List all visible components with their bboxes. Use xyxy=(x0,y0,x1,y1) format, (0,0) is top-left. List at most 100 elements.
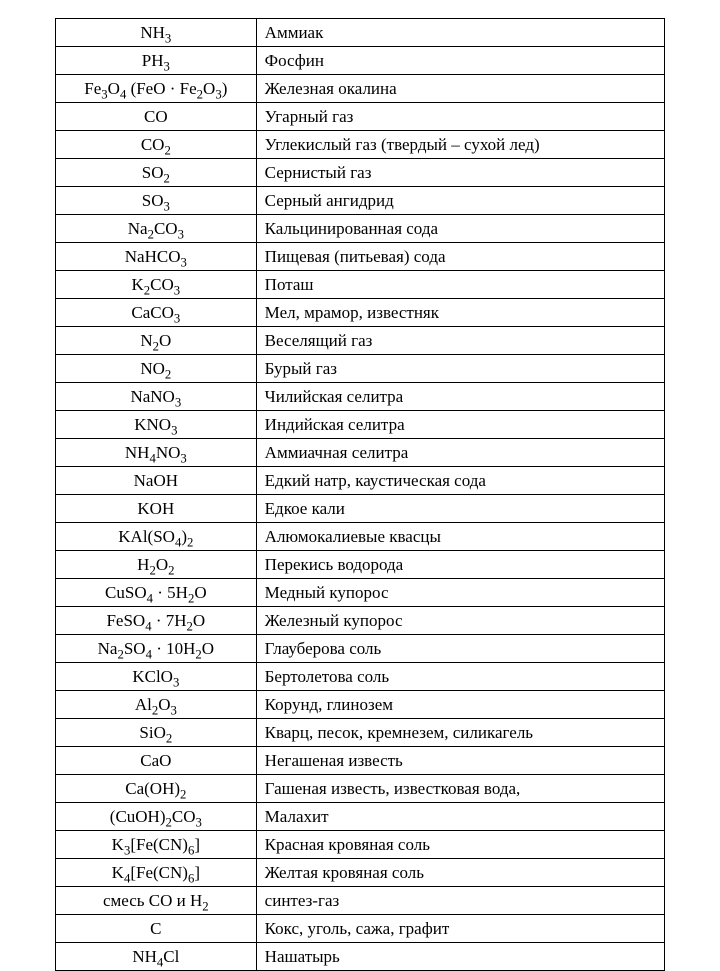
formula-cell: H2O2 xyxy=(56,551,257,579)
table-row: SO3Серный ангидрид xyxy=(56,187,665,215)
table-row: CaCO3Мел, мрамор, известняк xyxy=(56,299,665,327)
formula-cell: NH4NO3 xyxy=(56,439,257,467)
name-cell: Малахит xyxy=(256,803,664,831)
formula-cell: K3[Fe(CN)6] xyxy=(56,831,257,859)
formula-cell: NO2 xyxy=(56,355,257,383)
name-cell: Фосфин xyxy=(256,47,664,75)
name-cell: Корунд, глинозем xyxy=(256,691,664,719)
name-cell: Едкое кали xyxy=(256,495,664,523)
table-row: H2O2Перекись водорода xyxy=(56,551,665,579)
formula-cell: FeSO4 · 7H2O xyxy=(56,607,257,635)
name-cell: Поташ xyxy=(256,271,664,299)
formula-cell: Na2CO3 xyxy=(56,215,257,243)
formula-cell: KOH xyxy=(56,495,257,523)
formula-cell: NaHCO3 xyxy=(56,243,257,271)
formula-cell: SO2 xyxy=(56,159,257,187)
table-row: FeSO4 · 7H2OЖелезный купорос xyxy=(56,607,665,635)
formula-cell: CaCO3 xyxy=(56,299,257,327)
name-cell: Сернистый газ xyxy=(256,159,664,187)
name-cell: Глауберова соль xyxy=(256,635,664,663)
formula-cell: CaO xyxy=(56,747,257,775)
formula-cell: CO xyxy=(56,103,257,131)
formula-cell: SiO2 xyxy=(56,719,257,747)
name-cell: Железный купорос xyxy=(256,607,664,635)
name-cell: Перекись водорода xyxy=(256,551,664,579)
name-cell: Пищевая (питьевая) сода xyxy=(256,243,664,271)
chemical-names-table: NH3АммиакPH3ФосфинFe3O4 (FeO · Fe2O3)Жел… xyxy=(55,18,665,971)
table-row: NH4ClНашатырь xyxy=(56,943,665,971)
formula-cell: PH3 xyxy=(56,47,257,75)
formula-cell: K4[Fe(CN)6] xyxy=(56,859,257,887)
name-cell: Углекислый газ (твердый – сухой лед) xyxy=(256,131,664,159)
table-row: KClO3Бертолетова соль xyxy=(56,663,665,691)
table-row: NH4NO3Аммиачная селитра xyxy=(56,439,665,467)
table-row: KAl(SO4)2Алюмокалиевые квасцы xyxy=(56,523,665,551)
name-cell: Угарный газ xyxy=(256,103,664,131)
formula-cell: Al2O3 xyxy=(56,691,257,719)
table-row: CuSO4 · 5H2OМедный купорос xyxy=(56,579,665,607)
name-cell: Бурый газ xyxy=(256,355,664,383)
table-row: CКокс, уголь, сажа, графит xyxy=(56,915,665,943)
table-row: (CuOH)2CO3Малахит xyxy=(56,803,665,831)
table-row: NH3Аммиак xyxy=(56,19,665,47)
table-row: PH3Фосфин xyxy=(56,47,665,75)
table-row: K2CO3Поташ xyxy=(56,271,665,299)
formula-cell: KAl(SO4)2 xyxy=(56,523,257,551)
table-row: K4[Fe(CN)6]Желтая кровяная соль xyxy=(56,859,665,887)
table-row: Fe3O4 (FeO · Fe2O3)Железная окалина xyxy=(56,75,665,103)
table-row: NaNO3Чилийская селитра xyxy=(56,383,665,411)
name-cell: Алюмокалиевые квасцы xyxy=(256,523,664,551)
chemical-names-tbody: NH3АммиакPH3ФосфинFe3O4 (FeO · Fe2O3)Жел… xyxy=(56,19,665,971)
name-cell: Медный купорос xyxy=(256,579,664,607)
table-row: Al2O3Корунд, глинозем xyxy=(56,691,665,719)
formula-cell: CO2 xyxy=(56,131,257,159)
formula-cell: C xyxy=(56,915,257,943)
name-cell: Гашеная известь, известковая вода, xyxy=(256,775,664,803)
table-row: Na2CO3Кальцинированная сода xyxy=(56,215,665,243)
name-cell: Бертолетова соль xyxy=(256,663,664,691)
name-cell: Веселящий газ xyxy=(256,327,664,355)
name-cell: Едкий натр, каустическая сода xyxy=(256,467,664,495)
name-cell: Нашатырь xyxy=(256,943,664,971)
table-row: Na2SO4 · 10H2OГлауберова соль xyxy=(56,635,665,663)
formula-cell: NaOH xyxy=(56,467,257,495)
table-row: COУгарный газ xyxy=(56,103,665,131)
table-row: CaOНегашеная известь xyxy=(56,747,665,775)
table-row: смесь CO и H2синтез-газ xyxy=(56,887,665,915)
name-cell: Серный ангидрид xyxy=(256,187,664,215)
table-row: CO2Углекислый газ (твердый – сухой лед) xyxy=(56,131,665,159)
formula-cell: K2CO3 xyxy=(56,271,257,299)
name-cell: Кальцинированная сода xyxy=(256,215,664,243)
table-row: KOHЕдкое кали xyxy=(56,495,665,523)
name-cell: Желтая кровяная соль xyxy=(256,859,664,887)
formula-cell: KClO3 xyxy=(56,663,257,691)
name-cell: Кварц, песок, кремнезем, силикагель xyxy=(256,719,664,747)
formula-cell: смесь CO и H2 xyxy=(56,887,257,915)
name-cell: Кокс, уголь, сажа, графит xyxy=(256,915,664,943)
formula-cell: Ca(OH)2 xyxy=(56,775,257,803)
name-cell: Аммиачная селитра xyxy=(256,439,664,467)
table-row: K3[Fe(CN)6]Красная кровяная соль xyxy=(56,831,665,859)
formula-cell: NH4Cl xyxy=(56,943,257,971)
name-cell: Аммиак xyxy=(256,19,664,47)
name-cell: Железная окалина xyxy=(256,75,664,103)
formula-cell: KNO3 xyxy=(56,411,257,439)
name-cell: синтез-газ xyxy=(256,887,664,915)
name-cell: Индийская селитра xyxy=(256,411,664,439)
name-cell: Красная кровяная соль xyxy=(256,831,664,859)
table-row: NaOHЕдкий натр, каустическая сода xyxy=(56,467,665,495)
formula-cell: NH3 xyxy=(56,19,257,47)
table-row: N2OВеселящий газ xyxy=(56,327,665,355)
table-row: NO2Бурый газ xyxy=(56,355,665,383)
table-row: Ca(OH)2Гашеная известь, известковая вода… xyxy=(56,775,665,803)
name-cell: Чилийская селитра xyxy=(256,383,664,411)
table-row: KNO3Индийская селитра xyxy=(56,411,665,439)
formula-cell: SO3 xyxy=(56,187,257,215)
formula-cell: (CuOH)2CO3 xyxy=(56,803,257,831)
formula-cell: NaNO3 xyxy=(56,383,257,411)
formula-cell: CuSO4 · 5H2O xyxy=(56,579,257,607)
formula-cell: Na2SO4 · 10H2O xyxy=(56,635,257,663)
table-row: NaHCO3Пищевая (питьевая) сода xyxy=(56,243,665,271)
table-row: SiO2Кварц, песок, кремнезем, силикагель xyxy=(56,719,665,747)
formula-cell: N2O xyxy=(56,327,257,355)
